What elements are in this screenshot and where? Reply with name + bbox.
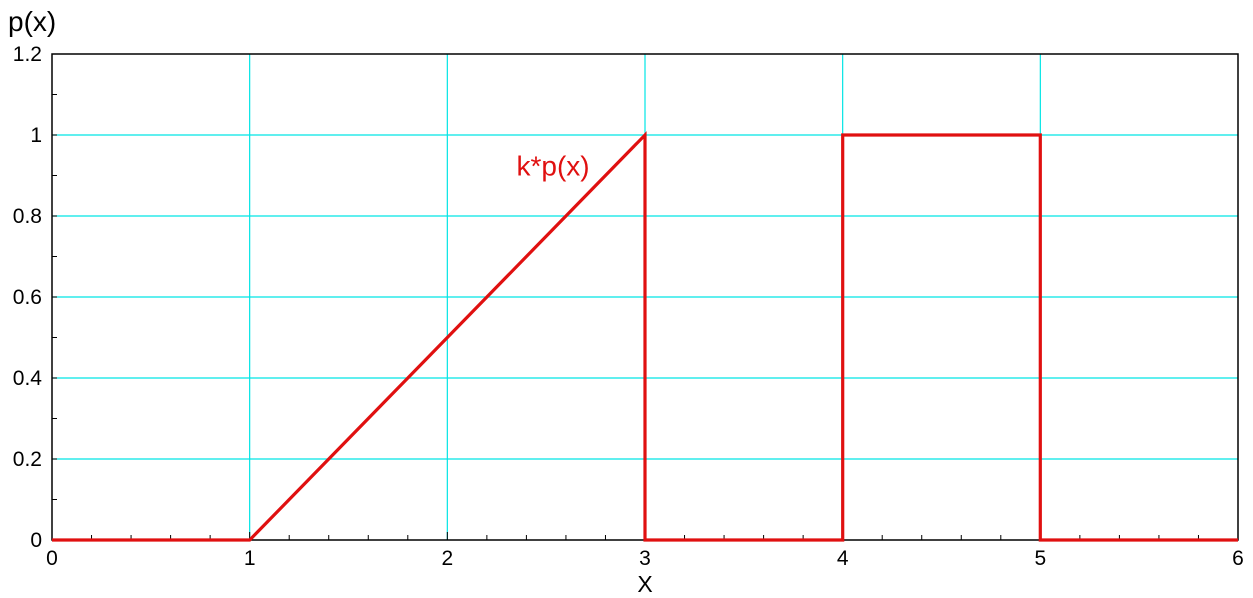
x-tick-labels: 0 1 2 3 4 5 6 — [46, 547, 1244, 570]
series-layer — [52, 131, 1238, 542]
x-tick-label: 2 — [441, 547, 453, 570]
annotation-label: k*p(x) — [517, 151, 590, 182]
y-tick-label: 0.6 — [13, 286, 42, 309]
y-tick-label: 0.8 — [13, 205, 42, 228]
x-tick-label: 1 — [244, 547, 256, 570]
x-tick-label: 4 — [837, 547, 849, 570]
y-tick-label: 0.4 — [13, 367, 43, 390]
x-tick-label: 6 — [1232, 547, 1244, 570]
y-tick-label: 1 — [30, 124, 42, 147]
x-axis-label: X — [637, 571, 652, 597]
minor-ticks — [52, 94, 1199, 540]
y-axis-label: p(x) — [8, 6, 56, 37]
y-tick-labels: 0 0.2 0.4 0.6 0.8 1 1.2 — [13, 43, 43, 552]
x-tick-label: 0 — [46, 547, 58, 570]
annotations: k*p(x) — [517, 151, 590, 182]
y-tick-label: 0.2 — [13, 448, 42, 471]
y-tick-label: 1.2 — [13, 43, 42, 66]
y-tick-label: 0 — [30, 529, 42, 552]
series-line-0 — [52, 131, 1238, 542]
x-tick-label: 5 — [1034, 547, 1046, 570]
x-tick-label: 3 — [639, 547, 651, 570]
